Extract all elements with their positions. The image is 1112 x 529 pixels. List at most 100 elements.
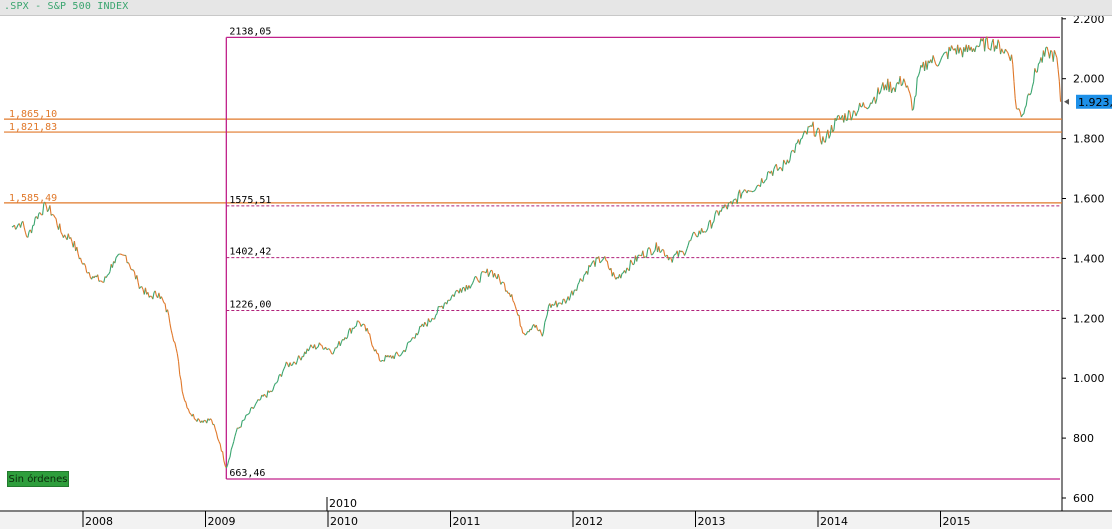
price-segment bbox=[244, 415, 247, 420]
price-segment bbox=[851, 110, 855, 117]
price-segment bbox=[393, 353, 396, 360]
price-segment bbox=[846, 110, 850, 121]
price-segment bbox=[370, 339, 373, 346]
price-segment bbox=[213, 424, 216, 430]
price-segment bbox=[621, 272, 624, 274]
price-segment bbox=[115, 255, 118, 258]
price-segment bbox=[632, 263, 635, 266]
price-segment bbox=[986, 36, 989, 49]
price-segment bbox=[1057, 69, 1060, 82]
price-segment bbox=[173, 340, 176, 343]
price-segment bbox=[214, 428, 218, 434]
price-segment bbox=[801, 134, 804, 139]
price-segment bbox=[610, 268, 613, 277]
price-segment bbox=[231, 441, 235, 447]
price-segment bbox=[252, 406, 255, 409]
price-segment bbox=[50, 213, 53, 216]
price-segment bbox=[97, 274, 100, 282]
x-tick-label: 2008 bbox=[85, 515, 113, 528]
price-segment bbox=[482, 270, 484, 273]
price-segment bbox=[951, 45, 954, 49]
level-label: 1,821,83 bbox=[9, 122, 57, 133]
price-segment bbox=[259, 398, 262, 401]
price-segment bbox=[186, 407, 189, 410]
price-segment bbox=[27, 231, 30, 238]
window-title: .SPX - S&P 500 INDEX bbox=[4, 1, 129, 12]
price-segment bbox=[234, 431, 237, 437]
price-segment bbox=[1019, 111, 1022, 118]
price-segment bbox=[712, 221, 715, 224]
price-segment bbox=[185, 402, 188, 409]
price-segment bbox=[103, 276, 106, 283]
price-segment bbox=[1023, 107, 1026, 115]
price-segment bbox=[978, 45, 981, 48]
price-segment bbox=[150, 295, 152, 297]
x-tick-label: 2012 bbox=[575, 515, 603, 528]
price-segment bbox=[911, 108, 915, 111]
price-segment bbox=[794, 143, 797, 153]
price-segment bbox=[111, 261, 115, 268]
price-segment bbox=[225, 464, 229, 469]
price-segment bbox=[38, 212, 41, 214]
price-segment bbox=[838, 115, 841, 120]
price-segment bbox=[620, 273, 623, 279]
price-segment bbox=[704, 230, 707, 233]
price-segment bbox=[714, 210, 717, 215]
x-tick-label: 2013 bbox=[698, 515, 726, 528]
price-segment bbox=[13, 225, 17, 230]
price-segment bbox=[998, 43, 1002, 55]
price-segment bbox=[855, 112, 858, 117]
price-segment bbox=[659, 251, 662, 253]
price-segment bbox=[753, 189, 756, 192]
price-segment bbox=[626, 267, 629, 270]
price-segment bbox=[589, 264, 592, 268]
price-segment bbox=[315, 347, 318, 350]
price-segment bbox=[141, 286, 144, 290]
price-segment bbox=[83, 263, 86, 267]
price-segment bbox=[701, 228, 704, 233]
price-segment bbox=[16, 224, 19, 228]
fib-high-label: 2138,05 bbox=[229, 26, 271, 37]
price-segment bbox=[230, 445, 233, 450]
price-segment bbox=[105, 274, 108, 278]
price-segment bbox=[100, 280, 103, 283]
price-segment bbox=[272, 385, 275, 391]
price-segment bbox=[790, 150, 793, 153]
x-axis-band bbox=[0, 512, 1112, 529]
price-segment bbox=[431, 317, 434, 320]
price-segment bbox=[910, 98, 913, 111]
price-segment bbox=[939, 57, 943, 61]
price-segment bbox=[158, 292, 161, 299]
price-segment bbox=[31, 225, 34, 234]
y-tick-label: 800 bbox=[1073, 432, 1094, 445]
price-segment bbox=[211, 419, 214, 425]
price-segment bbox=[600, 259, 603, 262]
price-segment bbox=[658, 246, 661, 253]
price-segment bbox=[539, 329, 542, 334]
price-segment bbox=[1007, 52, 1010, 57]
price-segment bbox=[160, 296, 164, 300]
price-segment bbox=[990, 42, 993, 51]
price-segment bbox=[77, 253, 80, 260]
price-segment bbox=[326, 348, 329, 351]
price-segment bbox=[545, 314, 548, 319]
price-segment bbox=[827, 129, 830, 139]
price-segment bbox=[984, 38, 987, 52]
price-segment bbox=[716, 210, 718, 212]
price-segment bbox=[53, 214, 56, 218]
fib-low-label: 663,46 bbox=[229, 468, 265, 479]
price-segment bbox=[818, 129, 821, 141]
price-segment bbox=[460, 287, 464, 293]
x-annotation-label: 2010 bbox=[329, 497, 357, 510]
x-tick-label: 2010 bbox=[330, 515, 358, 528]
y-tick-label: 1.000 bbox=[1073, 372, 1105, 385]
price-segment bbox=[979, 38, 982, 46]
price-segment bbox=[243, 419, 245, 421]
price-segment bbox=[479, 273, 482, 283]
sin-ordenes-button[interactable]: Sin órdenes bbox=[7, 471, 69, 487]
price-segment bbox=[645, 249, 649, 258]
price-segment bbox=[962, 47, 965, 58]
price-segment bbox=[500, 282, 503, 285]
